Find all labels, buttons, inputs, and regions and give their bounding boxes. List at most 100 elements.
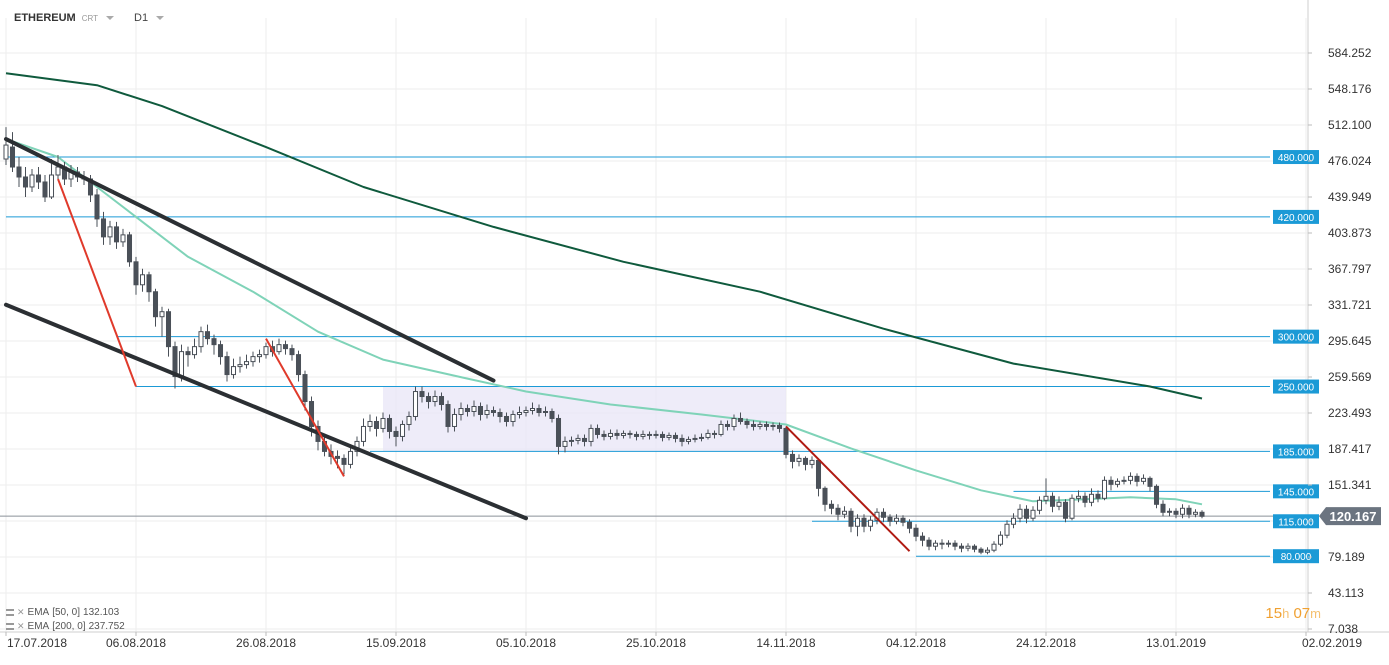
x-tick-label: 06.08.2018 bbox=[106, 636, 166, 650]
level-label: 145.000 bbox=[1278, 487, 1315, 498]
candle-body bbox=[614, 432, 620, 436]
candle-body bbox=[178, 351, 185, 378]
indicator-params: [50, 0] bbox=[52, 607, 81, 618]
indicator-value: 237.752 bbox=[88, 621, 125, 632]
candle-body bbox=[1140, 477, 1147, 482]
symbol-name: ETHEREUM bbox=[14, 12, 76, 24]
candle-body bbox=[900, 517, 906, 523]
candle-body bbox=[165, 311, 172, 348]
candle-body bbox=[464, 408, 471, 412]
candle-body bbox=[1082, 495, 1088, 503]
candle-body bbox=[347, 450, 354, 465]
candle-body bbox=[302, 374, 308, 403]
candle-body bbox=[445, 404, 451, 427]
indicator-remove-icon[interactable]: ✕ bbox=[17, 607, 25, 617]
y-tick-label: 7.038 bbox=[1328, 622, 1358, 636]
level-label: 185.000 bbox=[1278, 447, 1315, 458]
candle-body bbox=[1160, 503, 1166, 513]
candle-body bbox=[126, 234, 133, 263]
indicator-params: [200, 0] bbox=[52, 621, 86, 632]
candle-body bbox=[120, 234, 126, 243]
candle-body bbox=[263, 346, 269, 356]
candle-body bbox=[1147, 477, 1153, 487]
candle-body bbox=[705, 432, 711, 438]
candle-body bbox=[16, 166, 22, 178]
x-tick-label: 24.12.2018 bbox=[1016, 636, 1076, 650]
candle-body bbox=[1101, 479, 1108, 499]
level-label: 420.000 bbox=[1278, 213, 1315, 224]
candle-body bbox=[653, 433, 659, 436]
candle-body bbox=[432, 396, 438, 403]
candle-body bbox=[802, 457, 809, 465]
level-label: 250.000 bbox=[1278, 383, 1315, 394]
timeframe-dropdown-chevron-icon[interactable] bbox=[156, 16, 165, 20]
indicator-ema200: ✕ EMA [200, 0] 237.752 bbox=[6, 621, 125, 632]
x-tick-label: 04.12.2018 bbox=[886, 636, 946, 650]
candle-body bbox=[939, 542, 945, 545]
candle-body bbox=[601, 433, 607, 437]
timer-minutes-unit: m bbox=[1310, 606, 1321, 621]
indicator-settings-icon[interactable] bbox=[6, 623, 14, 630]
candle-body bbox=[386, 417, 393, 432]
candle-body bbox=[48, 174, 55, 198]
candle-body bbox=[640, 433, 646, 437]
candle-body bbox=[133, 261, 139, 286]
candle-countdown-timer: 15h 07m bbox=[1265, 605, 1321, 622]
candle-body bbox=[1056, 501, 1062, 507]
candle-body bbox=[1004, 523, 1010, 536]
y-tick-label: 187.417 bbox=[1328, 442, 1372, 456]
candle-body bbox=[815, 459, 822, 489]
candle-body bbox=[763, 423, 770, 427]
level-label-bg bbox=[1273, 209, 1319, 224]
candle-body bbox=[237, 364, 243, 368]
candle-body bbox=[841, 510, 848, 515]
candle-body bbox=[1010, 517, 1017, 525]
candle-body bbox=[1179, 507, 1186, 515]
candle-body bbox=[672, 434, 679, 439]
y-tick-label: 476.024 bbox=[1328, 154, 1372, 168]
candle-body bbox=[289, 348, 295, 356]
candle-body bbox=[757, 423, 763, 427]
candle-body bbox=[1036, 499, 1043, 511]
y-tick-label: 331.721 bbox=[1328, 298, 1372, 312]
candle-body bbox=[646, 433, 653, 436]
candle-body bbox=[3, 144, 9, 160]
candle-body bbox=[542, 410, 549, 413]
indicator-settings-icon[interactable] bbox=[6, 609, 14, 616]
timeframe-selector[interactable]: D1 bbox=[134, 12, 149, 24]
y-tick-label: 43.113 bbox=[1328, 586, 1364, 600]
source-dropdown-chevron-icon[interactable] bbox=[106, 16, 115, 20]
candle-body bbox=[1069, 497, 1075, 519]
candle-body bbox=[484, 409, 490, 415]
price-source: CRT bbox=[81, 13, 99, 23]
candle-body bbox=[581, 437, 588, 442]
x-tick-label: 25.10.2018 bbox=[626, 636, 686, 650]
x-tick-label: 05.10.2018 bbox=[496, 636, 556, 650]
indicator-remove-icon[interactable]: ✕ bbox=[17, 621, 25, 631]
timer-minutes: 07 bbox=[1293, 605, 1311, 622]
candle-body bbox=[750, 423, 757, 427]
candle-body bbox=[997, 534, 1004, 545]
y-tick-label: 223.493 bbox=[1328, 406, 1372, 420]
candle-body bbox=[809, 459, 815, 465]
candle-body bbox=[737, 417, 744, 422]
x-tick-label: 14.11.2018 bbox=[756, 636, 815, 650]
y-tick-label: 512.100 bbox=[1328, 118, 1372, 132]
candle-body bbox=[633, 433, 640, 437]
candle-body bbox=[607, 432, 614, 437]
candle-body bbox=[1095, 493, 1101, 499]
x-tick-label: 17.07.2018 bbox=[7, 636, 67, 650]
trend-line bbox=[265, 338, 345, 477]
candle-body bbox=[659, 433, 666, 438]
candle-body bbox=[341, 457, 347, 465]
indicator-value: 132.103 bbox=[83, 607, 120, 618]
candle-body bbox=[698, 436, 705, 439]
candle-body bbox=[230, 366, 237, 376]
candle-body bbox=[1166, 510, 1173, 513]
candle-body bbox=[926, 539, 932, 547]
candle-body bbox=[438, 396, 445, 406]
timer-hours: 15 bbox=[1265, 605, 1283, 622]
candle-body bbox=[477, 406, 484, 415]
